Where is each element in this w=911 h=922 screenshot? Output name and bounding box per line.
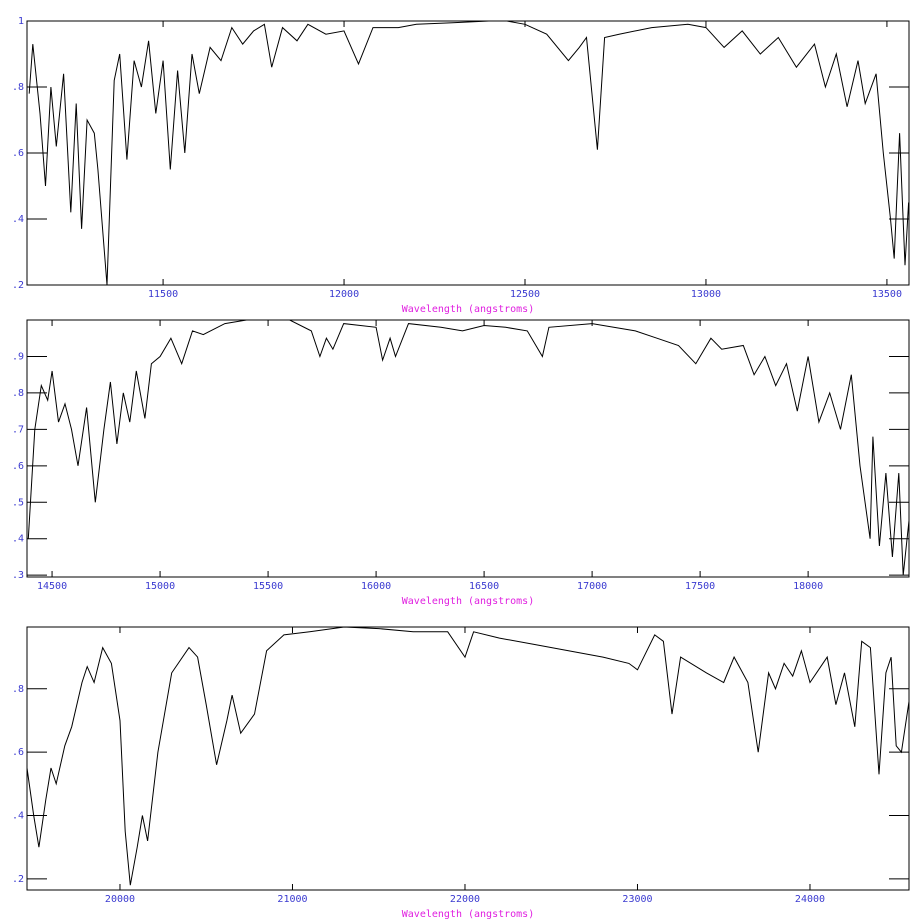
spectrum-line	[27, 319, 910, 576]
x-tick-label: 17000	[577, 581, 607, 592]
y-tick-label: .8	[12, 684, 24, 695]
spectrum-line	[26, 626, 910, 886]
y-tick-label: .6	[12, 461, 24, 472]
x-tick-label: 24000	[795, 894, 825, 905]
y-tick-label: .6	[12, 148, 24, 159]
plot-frame	[26, 319, 910, 578]
x-tick-label: 13500	[872, 289, 902, 300]
plot-frame	[26, 626, 910, 891]
x-tick-label: 12500	[510, 289, 540, 300]
y-tick-label: .8	[12, 388, 24, 399]
x-tick-label: 17500	[685, 581, 715, 592]
x-tick-label: 23000	[622, 894, 652, 905]
x-axis-label: Wavelength (angstroms)	[402, 304, 534, 315]
x-axis-label: Wavelength (angstroms)	[402, 596, 534, 607]
y-tick-label: .6	[12, 747, 24, 758]
y-tick-label: .4	[12, 534, 24, 545]
y-tick-label: .2	[12, 874, 24, 885]
x-tick-label: 21000	[277, 894, 307, 905]
x-tick-label: 16000	[361, 581, 391, 592]
spectrum-line	[28, 20, 910, 286]
plot-frame	[26, 20, 910, 286]
y-tick-label: .5	[12, 497, 24, 508]
y-tick-label: .4	[12, 811, 24, 822]
x-tick-label: 11500	[148, 289, 178, 300]
x-tick-label: 15000	[145, 581, 175, 592]
y-tick-label: .3	[12, 570, 24, 581]
y-tick-label: .4	[12, 214, 24, 225]
x-axis-label: Wavelength (angstroms)	[402, 909, 534, 920]
x-tick-label: 20000	[105, 894, 135, 905]
x-tick-label: 14500	[37, 581, 67, 592]
x-tick-label: 18000	[793, 581, 823, 592]
y-tick-label: .2	[12, 280, 24, 291]
x-tick-label: 22000	[450, 894, 480, 905]
x-tick-label: 16500	[469, 581, 499, 592]
y-tick-label: .7	[12, 424, 24, 435]
y-tick-label: .9	[12, 351, 24, 362]
x-tick-label: 12000	[329, 289, 359, 300]
x-tick-label: 13000	[691, 289, 721, 300]
y-tick-label: 1	[18, 16, 24, 27]
x-tick-label: 15500	[253, 581, 283, 592]
y-tick-label: .8	[12, 82, 24, 93]
